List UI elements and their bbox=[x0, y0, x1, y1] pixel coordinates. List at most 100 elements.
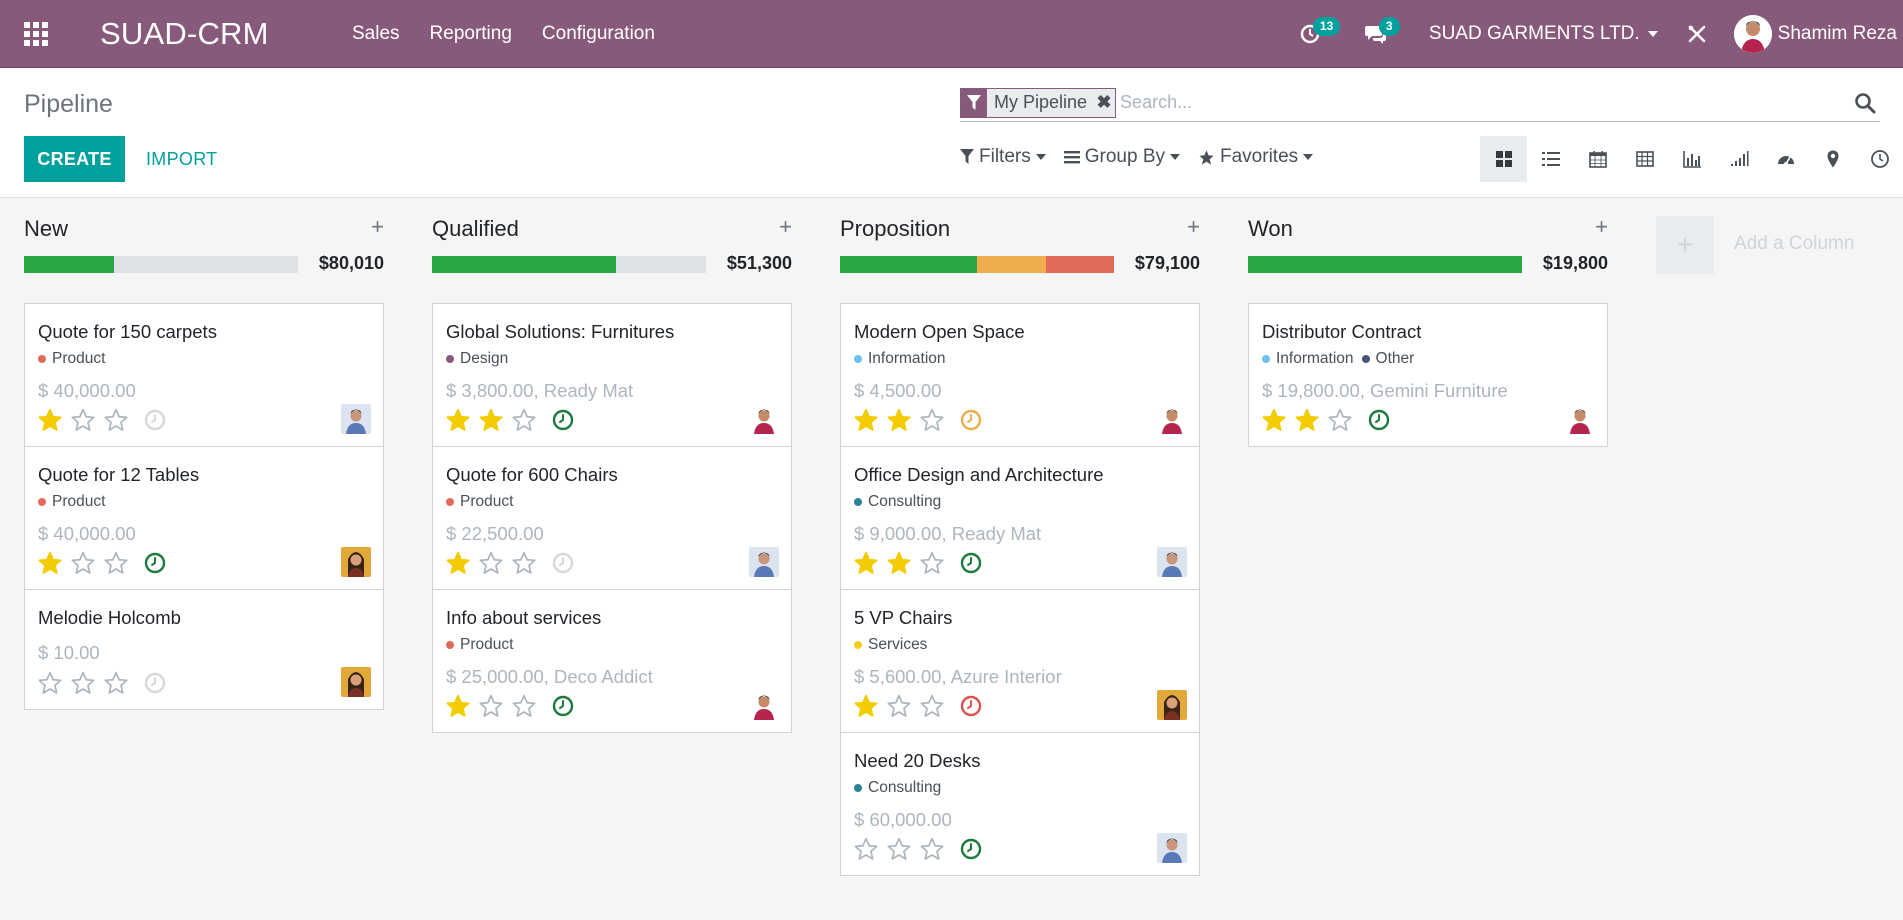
quick-create-plus-icon[interactable]: + bbox=[371, 214, 384, 239]
kanban-card[interactable]: Melodie Holcomb $ 10.00 bbox=[24, 589, 384, 710]
star-empty-icon[interactable] bbox=[919, 836, 945, 862]
kanban-card[interactable]: Info about services Product $ 25,000.00, D… bbox=[432, 589, 792, 733]
column-title[interactable]: Proposition bbox=[840, 216, 951, 241]
progress-segment[interactable] bbox=[1045, 256, 1114, 273]
avatar[interactable] bbox=[1157, 547, 1187, 577]
avatar[interactable] bbox=[341, 547, 371, 577]
debug-tools-button[interactable] bbox=[1682, 19, 1712, 49]
star-filled-icon[interactable] bbox=[37, 407, 63, 433]
kanban-card[interactable]: Modern Open Space Information $ 4,500.00 bbox=[840, 303, 1200, 447]
activity-clock-icon[interactable] bbox=[143, 551, 167, 575]
activity-clock-icon[interactable] bbox=[143, 671, 167, 695]
create-button[interactable]: CREATE bbox=[24, 136, 125, 182]
progress-segment[interactable] bbox=[24, 256, 115, 273]
star-empty-icon[interactable] bbox=[478, 693, 504, 719]
avatar[interactable] bbox=[1157, 833, 1187, 863]
avatar[interactable] bbox=[1157, 404, 1187, 434]
star-empty-icon[interactable] bbox=[478, 550, 504, 576]
star-filled-icon[interactable] bbox=[853, 550, 879, 576]
star-empty-icon[interactable] bbox=[511, 693, 537, 719]
avatar[interactable] bbox=[1565, 404, 1595, 434]
progress-segment[interactable] bbox=[432, 256, 616, 273]
kanban-card[interactable]: Global Solutions: Furnitures Design $ 3,80… bbox=[432, 303, 792, 447]
search-icon[interactable] bbox=[1850, 88, 1880, 118]
star-filled-icon[interactable] bbox=[445, 693, 471, 719]
view-calendar-button[interactable] bbox=[1574, 136, 1621, 182]
star-filled-icon[interactable] bbox=[1261, 407, 1287, 433]
star-filled-icon[interactable] bbox=[853, 693, 879, 719]
user-menu[interactable]: Shamim Reza bbox=[1733, 15, 1897, 53]
app-brand[interactable]: SUAD-CRM bbox=[100, 16, 269, 51]
avatar[interactable] bbox=[1157, 690, 1187, 720]
menu-reporting[interactable]: Reporting bbox=[429, 23, 512, 44]
activity-clock-icon[interactable] bbox=[143, 408, 167, 432]
star-empty-icon[interactable] bbox=[511, 407, 537, 433]
activity-clock-icon[interactable] bbox=[1367, 408, 1391, 432]
progress-segment[interactable] bbox=[977, 256, 1046, 273]
view-activity-view-button[interactable] bbox=[1856, 136, 1903, 182]
star-empty-icon[interactable] bbox=[886, 836, 912, 862]
activity-clock-icon[interactable] bbox=[959, 694, 983, 718]
star-filled-icon[interactable] bbox=[478, 407, 504, 433]
quick-create-plus-icon[interactable]: + bbox=[1595, 214, 1608, 239]
column-title[interactable]: Won bbox=[1248, 216, 1293, 241]
star-empty-icon[interactable] bbox=[919, 550, 945, 576]
progress-segment[interactable] bbox=[1248, 256, 1522, 273]
star-filled-icon[interactable] bbox=[445, 407, 471, 433]
view-list-button[interactable] bbox=[1527, 136, 1574, 182]
quick-create-plus-icon[interactable]: + bbox=[1187, 214, 1200, 239]
star-filled-icon[interactable] bbox=[37, 550, 63, 576]
filters-dropdown[interactable]: Filters bbox=[960, 146, 1046, 168]
groupby-dropdown[interactable]: Group By bbox=[1063, 146, 1180, 168]
star-empty-icon[interactable] bbox=[103, 550, 129, 576]
activity-clock-icon[interactable] bbox=[959, 837, 983, 861]
quick-create-plus-icon[interactable]: + bbox=[779, 214, 792, 239]
kanban-card[interactable]: 5 VP Chairs Services $ 5,600.00, Azure Int… bbox=[840, 589, 1200, 733]
star-empty-icon[interactable] bbox=[70, 550, 96, 576]
star-empty-icon[interactable] bbox=[1327, 407, 1353, 433]
kanban-card[interactable]: Distributor Contract Information Other $ 19… bbox=[1248, 303, 1608, 447]
star-empty-icon[interactable] bbox=[919, 407, 945, 433]
avatar[interactable] bbox=[749, 404, 779, 434]
activity-clock-icon[interactable] bbox=[551, 694, 575, 718]
activity-clock-icon[interactable] bbox=[959, 551, 983, 575]
avatar[interactable] bbox=[341, 404, 371, 434]
view-map-button[interactable] bbox=[1809, 136, 1856, 182]
star-filled-icon[interactable] bbox=[886, 407, 912, 433]
star-empty-icon[interactable] bbox=[853, 836, 879, 862]
kanban-card[interactable]: Quote for 150 carpets Product $ 40,000.00 bbox=[24, 303, 384, 447]
view-cohort-button[interactable] bbox=[1715, 136, 1762, 182]
add-column-button[interactable]: + Add a Column bbox=[1656, 216, 1896, 276]
search-input[interactable] bbox=[1120, 87, 1850, 118]
star-filled-icon[interactable] bbox=[1294, 407, 1320, 433]
kanban-card[interactable]: Quote for 600 Chairs Product $ 22,500.00 bbox=[432, 446, 792, 590]
avatar[interactable] bbox=[749, 547, 779, 577]
apps-menu-icon[interactable] bbox=[24, 22, 50, 46]
kanban-card[interactable]: Quote for 12 Tables Product $ 40,000.00 bbox=[24, 446, 384, 590]
star-empty-icon[interactable] bbox=[37, 670, 63, 696]
star-empty-icon[interactable] bbox=[103, 407, 129, 433]
star-filled-icon[interactable] bbox=[853, 407, 879, 433]
activities-button[interactable]: 13 bbox=[1295, 17, 1341, 49]
star-empty-icon[interactable] bbox=[70, 407, 96, 433]
favorites-dropdown[interactable]: Favorites bbox=[1198, 146, 1314, 168]
star-empty-icon[interactable] bbox=[886, 693, 912, 719]
menu-configuration[interactable]: Configuration bbox=[541, 23, 655, 44]
company-switcher[interactable]: SUAD GARMENTS LTD. bbox=[1429, 23, 1658, 45]
avatar[interactable] bbox=[341, 667, 371, 697]
activity-clock-icon[interactable] bbox=[959, 408, 983, 432]
star-filled-icon[interactable] bbox=[445, 550, 471, 576]
progress-segment[interactable] bbox=[840, 256, 977, 273]
column-title[interactable]: New bbox=[24, 216, 69, 241]
kanban-card[interactable]: Office Design and Architecture Consulting… bbox=[840, 446, 1200, 590]
view-pivot-button[interactable] bbox=[1621, 136, 1668, 182]
messages-button[interactable]: 3 bbox=[1361, 17, 1400, 49]
star-empty-icon[interactable] bbox=[70, 670, 96, 696]
view-graph-button[interactable] bbox=[1668, 136, 1715, 182]
import-button[interactable]: IMPORT bbox=[134, 136, 229, 182]
view-kanban-button[interactable] bbox=[1480, 136, 1527, 182]
view-dashboard-button[interactable] bbox=[1762, 136, 1809, 182]
close-icon[interactable]: ✖ bbox=[1096, 92, 1112, 112]
avatar[interactable] bbox=[749, 690, 779, 720]
activity-clock-icon[interactable] bbox=[551, 551, 575, 575]
